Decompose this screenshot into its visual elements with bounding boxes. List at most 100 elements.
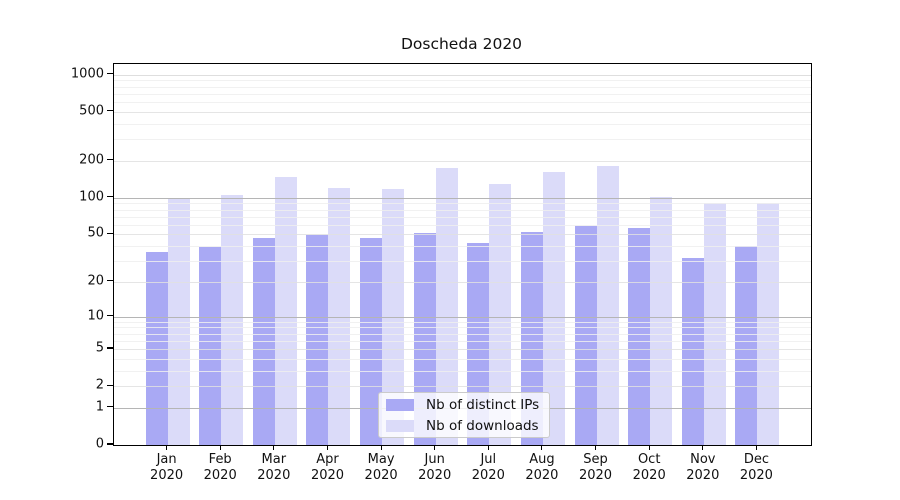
month-label: May	[367, 452, 395, 467]
bar-sep-ips	[574, 225, 597, 445]
month-label: Dec	[743, 452, 769, 467]
x-tick-mark-oct	[648, 445, 650, 450]
x-tick-label-feb: Feb 2020	[192, 452, 248, 483]
bars-layer	[114, 64, 811, 445]
month-label: Jun	[424, 452, 445, 467]
y-tick-mark-50	[107, 232, 113, 234]
y-tick-label-2: 2	[95, 377, 104, 393]
year-label: 2020	[686, 467, 720, 483]
x-tick-mark-apr	[326, 445, 329, 450]
bar-aug-downloads	[542, 171, 565, 445]
y-tick-mark-2	[107, 384, 113, 386]
bar-apr-ips	[306, 235, 329, 445]
bar-sep-downloads	[596, 166, 619, 445]
y-tick-mark-200	[107, 159, 113, 161]
bar-jul-downloads	[489, 183, 512, 445]
bar-nov-ips	[681, 257, 704, 445]
year-label: 2020	[150, 467, 184, 483]
year-label: 2020	[525, 467, 559, 483]
legend: Nb of distinct IPs Nb of downloads	[378, 392, 550, 438]
y-tick-mark-1	[107, 406, 113, 408]
y-tick-label-1: 1	[95, 399, 104, 415]
x-tick-label-jun: Jun 2020	[407, 452, 463, 483]
x-tick-label-oct: Oct 2020	[621, 452, 677, 483]
y-tick-label-10: 10	[87, 308, 104, 323]
x-tick-mark-feb	[219, 445, 221, 450]
y-tick-label-200: 200	[79, 152, 104, 168]
x-tick-mark-mar	[273, 445, 275, 450]
x-tick-mark-jan	[166, 445, 168, 450]
x-tick-mark-may	[380, 445, 382, 450]
bar-feb-downloads	[221, 195, 244, 445]
bar-oct-downloads	[650, 196, 673, 445]
y-tick-label-50: 50	[87, 225, 104, 241]
y-tick-mark-500	[107, 110, 113, 112]
year-label: 2020	[578, 467, 613, 483]
month-label: Mar	[261, 452, 287, 467]
x-tick-label-dec: Dec 2020	[728, 452, 784, 483]
y-tick-mark-20	[107, 280, 113, 282]
year-label: 2020	[364, 467, 398, 483]
y-tick-mark-100	[107, 196, 113, 198]
month-label: Apr	[316, 452, 339, 467]
x-tick-label-sep: Sep 2020	[568, 452, 624, 483]
x-tick-label-jan: Jan 2020	[139, 452, 195, 483]
x-tick-mark-nov	[702, 445, 704, 450]
month-label: Jan	[156, 452, 177, 467]
bar-jan-downloads	[167, 198, 190, 445]
bar-nov-downloads	[703, 203, 726, 445]
x-tick-mark-jun	[434, 445, 436, 450]
bar-apr-downloads	[328, 188, 351, 445]
bar-feb-ips	[199, 247, 222, 445]
x-tick-label-nov: Nov 2020	[675, 452, 731, 483]
bar-mar-ips	[252, 237, 275, 445]
y-tick-mark-10	[107, 314, 113, 317]
y-tick-mark-0	[107, 443, 113, 445]
bar-jan-ips	[145, 251, 168, 445]
year-label: 2020	[203, 467, 237, 483]
month-label: Jul	[480, 452, 497, 467]
y-tick-label-20: 20	[87, 273, 104, 289]
year-label: 2020	[632, 467, 666, 483]
bar-oct-ips	[628, 228, 651, 445]
year-label: 2020	[739, 467, 773, 483]
bar-jun-downloads	[435, 167, 458, 445]
plot-area	[113, 63, 812, 446]
legend-swatch-downloads	[386, 419, 414, 432]
x-tick-label-apr: Apr 2020	[300, 452, 356, 483]
year-label: 2020	[310, 467, 345, 483]
bar-aug-ips	[520, 232, 543, 445]
month-label: Feb	[208, 452, 232, 467]
x-tick-label-may: May 2020	[353, 452, 409, 483]
month-label: Oct	[637, 452, 661, 467]
legend-row-downloads: Nb of downloads	[386, 418, 549, 434]
month-label: Sep	[583, 452, 608, 467]
y-tick-label-500: 500	[79, 103, 104, 119]
legend-swatch-ips	[386, 398, 414, 411]
x-tick-label-aug: Aug 2020	[514, 452, 570, 483]
bar-mar-downloads	[274, 176, 297, 445]
bar-dec-ips	[735, 246, 758, 445]
y-tick-label-5: 5	[95, 340, 104, 356]
year-label: 2020	[257, 467, 291, 483]
x-tick-mark-dec	[755, 445, 757, 450]
chart-title: Doscheda 2020	[400, 35, 523, 53]
legend-label-ips: Nb of distinct IPs	[426, 396, 540, 413]
y-tick-mark-1000	[107, 73, 113, 75]
x-tick-label-jul: Jul 2020	[460, 452, 516, 483]
year-label: 2020	[471, 467, 505, 483]
legend-label-downloads: Nb of downloads	[426, 417, 539, 434]
x-tick-label-mar: Mar 2020	[246, 452, 302, 483]
y-tick-label-0: 0	[95, 436, 104, 452]
month-label: Nov	[690, 452, 716, 467]
legend-row-ips: Nb of distinct IPs	[386, 397, 549, 413]
x-tick-mark-sep	[594, 445, 597, 450]
month-label: Aug	[529, 452, 555, 467]
x-tick-mark-jul	[487, 445, 489, 450]
year-label: 2020	[418, 467, 452, 483]
y-tick-label-1000: 1000	[70, 66, 104, 82]
bar-dec-downloads	[757, 203, 780, 445]
x-tick-mark-aug	[541, 445, 543, 450]
y-tick-mark-5	[107, 347, 113, 349]
